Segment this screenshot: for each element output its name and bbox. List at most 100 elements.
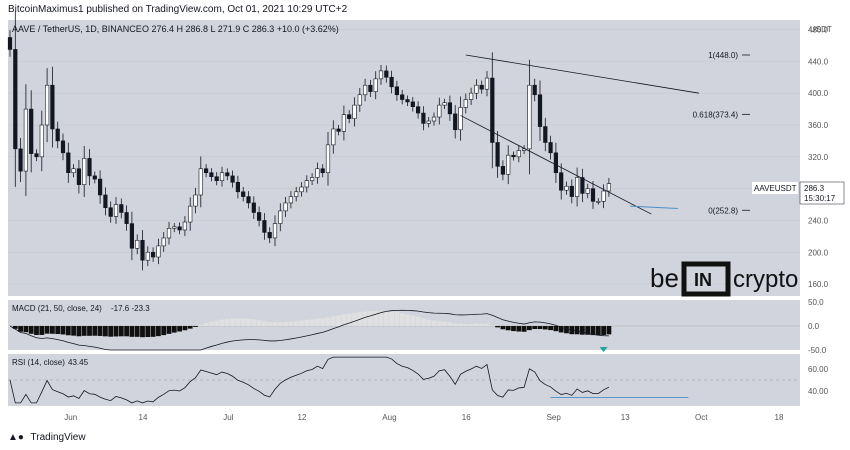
macd-bar — [458, 323, 463, 326]
macd-bar — [92, 326, 98, 336]
macd-bar — [521, 326, 527, 332]
y-tick-label: 360.0 — [808, 121, 829, 130]
macd-bar — [240, 318, 246, 326]
candle-body — [246, 196, 251, 204]
candle-body — [400, 94, 405, 100]
macd-bar — [585, 326, 591, 335]
macd-bar — [65, 326, 71, 336]
macd-bar — [426, 319, 432, 326]
candle-body — [182, 221, 188, 231]
candle-body — [166, 228, 172, 239]
fib-level-label: 1(448.0) — [708, 51, 738, 60]
macd-bar — [283, 321, 288, 326]
macd-bar — [558, 326, 564, 333]
macd-bar — [44, 326, 50, 334]
macd-bar — [71, 326, 76, 336]
candle-body — [204, 168, 209, 174]
candle-body — [209, 172, 214, 177]
candle-body — [71, 168, 76, 174]
macd-bar — [580, 326, 585, 335]
candle-body — [431, 116, 437, 122]
x-tick-label: Aug — [382, 413, 396, 422]
candle-body — [235, 181, 241, 193]
candle-body — [543, 126, 548, 143]
macd-bar — [532, 326, 538, 330]
candle-body — [421, 112, 426, 124]
macd-bar — [87, 326, 92, 336]
y-tick-label: 400.0 — [808, 89, 829, 98]
x-tick-label: Jun — [64, 413, 77, 422]
watermark-box — [681, 261, 731, 297]
macd-bar — [468, 323, 474, 326]
candle-body — [474, 84, 479, 94]
macd-bar — [399, 313, 405, 326]
candle-body — [172, 226, 177, 229]
macd-bar — [140, 326, 145, 338]
macd-bar — [415, 316, 421, 326]
macd-bar — [219, 319, 225, 326]
macd-bar — [97, 326, 103, 336]
macd-bar — [60, 326, 66, 335]
candle-body — [29, 108, 34, 154]
candle-body — [569, 185, 574, 197]
rsi-line — [9, 356, 610, 404]
macd-bar — [23, 326, 29, 333]
candle-body — [98, 178, 103, 196]
candle-body — [225, 172, 230, 177]
candle-body — [267, 232, 272, 239]
candle-body — [262, 220, 267, 233]
macd-bar — [378, 310, 384, 326]
support-line — [630, 205, 678, 210]
macd-bar — [601, 326, 606, 335]
candle-body — [537, 94, 543, 127]
candle-body — [129, 223, 135, 249]
macd-bar — [156, 326, 161, 337]
candle-body — [590, 188, 596, 202]
countdown-label: 15:30:17 — [804, 194, 836, 203]
candle-body — [55, 128, 60, 142]
candle-body — [241, 191, 246, 197]
macd-bar — [479, 323, 485, 326]
candle-body — [288, 196, 294, 204]
macd-bar — [256, 320, 262, 326]
ticker-tag-bg — [752, 182, 798, 194]
macd-bar — [516, 326, 522, 332]
macd-bar — [383, 310, 389, 326]
wedge-lower-line — [460, 115, 652, 215]
macd-bar — [246, 318, 251, 326]
macd-bar — [28, 326, 34, 334]
macd-cross-marker — [599, 347, 608, 352]
candle-body — [256, 212, 262, 221]
macd-bar — [103, 326, 108, 337]
macd-bar — [171, 326, 177, 333]
y-tick-label: 440.0 — [808, 57, 829, 66]
candle-body — [214, 176, 219, 181]
macd-bar — [548, 326, 553, 331]
candle-body — [532, 84, 537, 96]
macd-bar — [262, 321, 267, 326]
macd-bar — [341, 314, 347, 326]
candle-body — [362, 84, 368, 96]
candle-body — [352, 104, 357, 119]
rsi-value: 43.45 — [68, 358, 89, 367]
fib-level-label: 0.618(373.4) — [693, 110, 739, 119]
candle-body — [336, 128, 341, 132]
candle-body — [82, 158, 87, 185]
macd-bar — [606, 326, 612, 335]
candle-body — [564, 185, 569, 191]
x-tick-label: Sep — [547, 413, 562, 422]
macd-bar — [325, 317, 331, 326]
macd-bar — [124, 326, 129, 337]
macd-bar — [34, 326, 39, 336]
macd-bar — [389, 311, 394, 326]
macd-bar — [410, 315, 416, 326]
candle-body — [405, 99, 410, 103]
macd-bar — [368, 311, 373, 326]
macd-bar — [564, 326, 569, 334]
macd-bar — [330, 316, 336, 326]
macd-bar — [362, 311, 368, 326]
macd-bar — [39, 326, 45, 335]
candle-body — [453, 113, 458, 131]
candle-body — [113, 204, 119, 217]
